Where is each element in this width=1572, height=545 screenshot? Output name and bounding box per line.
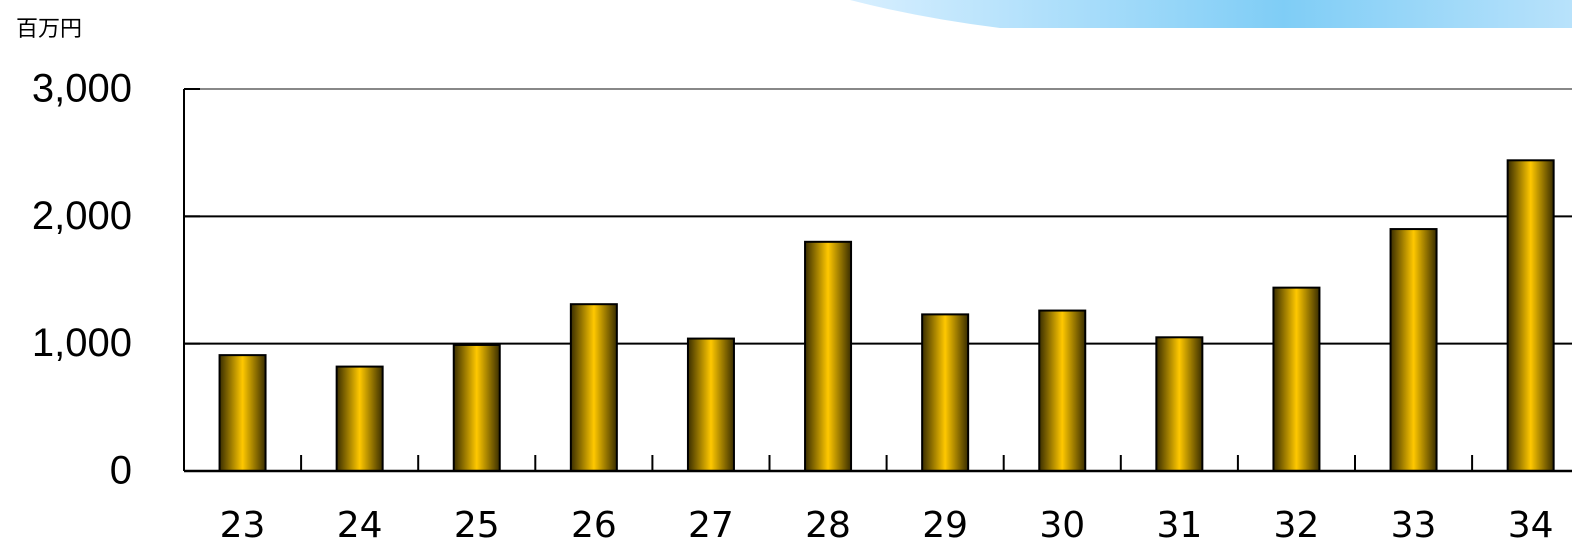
x-tick-label: 30 [1039,505,1085,545]
decoration [850,0,1572,28]
bar [218,354,267,473]
bar [804,240,853,472]
bar [569,303,618,472]
x-tick-label: 29 [922,505,968,545]
x-tick-label: 31 [1156,505,1202,545]
x-tick-label: 32 [1274,505,1320,545]
x-tick-label: 23 [220,505,266,545]
y-tick-label: 3,000 [32,67,132,111]
bar [686,337,735,472]
x-tick-label: 27 [688,505,734,545]
bar [1155,336,1204,472]
bar [1506,159,1555,472]
y-tick-label: 2,000 [32,194,132,238]
x-tick-label: 34 [1508,505,1554,545]
bar [452,343,501,472]
bar [1038,309,1087,472]
y-tick-label: 0 [110,449,132,493]
y-tick-label: 1,000 [32,321,132,365]
y-unit: 百万円 [16,17,82,42]
x-tick-label: 24 [337,505,383,545]
x-tick-label: 26 [571,505,617,545]
bar [335,365,384,472]
x-tick-label: 25 [454,505,500,545]
bar [1389,228,1438,472]
x-tick-label: 28 [805,505,851,545]
bar [921,313,970,472]
bar [1272,286,1321,473]
x-tick-label: 33 [1391,505,1437,545]
